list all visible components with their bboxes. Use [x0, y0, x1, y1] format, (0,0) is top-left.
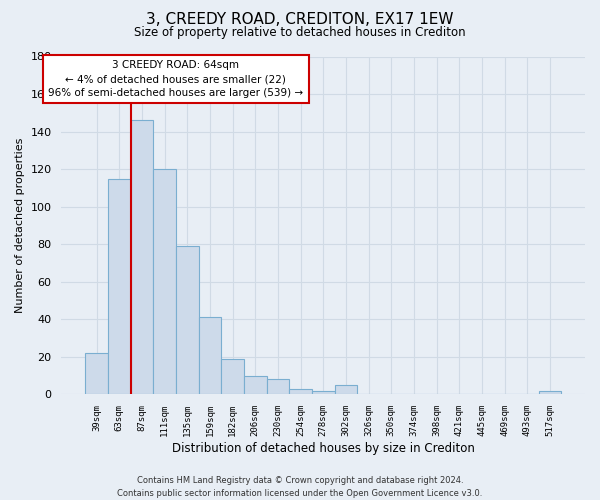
Bar — [221, 359, 244, 394]
Bar — [131, 120, 153, 394]
Bar — [199, 318, 221, 394]
Bar — [289, 389, 312, 394]
Bar — [153, 169, 176, 394]
Bar — [312, 390, 335, 394]
Bar — [539, 390, 561, 394]
Bar — [335, 385, 357, 394]
Text: Size of property relative to detached houses in Crediton: Size of property relative to detached ho… — [134, 26, 466, 39]
Bar — [244, 376, 266, 394]
Text: 3, CREEDY ROAD, CREDITON, EX17 1EW: 3, CREEDY ROAD, CREDITON, EX17 1EW — [146, 12, 454, 28]
Bar — [266, 380, 289, 394]
Bar — [85, 353, 108, 395]
X-axis label: Distribution of detached houses by size in Crediton: Distribution of detached houses by size … — [172, 442, 475, 455]
Bar — [176, 246, 199, 394]
Bar — [108, 178, 131, 394]
Text: Contains HM Land Registry data © Crown copyright and database right 2024.
Contai: Contains HM Land Registry data © Crown c… — [118, 476, 482, 498]
Y-axis label: Number of detached properties: Number of detached properties — [15, 138, 25, 313]
Text: 3 CREEDY ROAD: 64sqm
← 4% of detached houses are smaller (22)
96% of semi-detach: 3 CREEDY ROAD: 64sqm ← 4% of detached ho… — [49, 60, 304, 98]
